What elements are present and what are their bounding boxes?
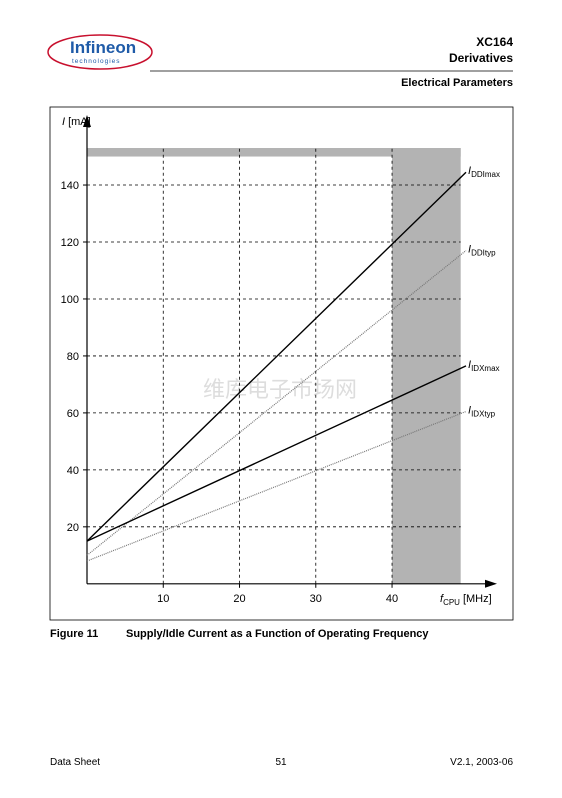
y-tick-label: 120 (61, 237, 79, 249)
y-tick-label: 140 (61, 180, 79, 192)
x-arrow (485, 579, 497, 588)
series-label: IDDItyp (468, 244, 496, 258)
logo-name: Infineon (70, 38, 136, 57)
x-tick-label: 30 (310, 593, 322, 605)
x-axis-label: fCPU [MHz] (440, 593, 492, 607)
footer-right: V2.1, 2003-06 (450, 757, 513, 768)
y-arrow (83, 115, 91, 127)
y-tick-label: 80 (67, 351, 79, 363)
series-sub: DDItyp (471, 249, 496, 258)
series-symbol: I (468, 359, 471, 371)
series-sub: DDImax (471, 170, 500, 179)
subtitle: Derivatives (449, 51, 513, 65)
series-line (86, 171, 467, 542)
chart-frame (49, 106, 514, 621)
x-label-symbol: f (440, 593, 444, 605)
logo-tagline: technologies (72, 58, 121, 65)
caption-text: Supply/Idle Current as a Function of Ope… (126, 628, 429, 640)
series-line (86, 365, 467, 542)
footer-left: Data Sheet (50, 757, 100, 768)
series-symbol: I (468, 244, 471, 256)
shaded-region (392, 148, 461, 584)
watermark: 维库电子市场网 (203, 378, 357, 403)
y-tick-label: 60 (67, 408, 79, 420)
x-label-sub: CPU (443, 598, 460, 607)
shaded-band (87, 148, 461, 157)
y-label-symbol: I (62, 116, 65, 128)
x-tick-label: 10 (157, 593, 169, 605)
logo-swoosh (47, 34, 153, 70)
y-tick-label: 20 (67, 522, 79, 534)
series-symbol: I (468, 404, 471, 416)
caption-number: Figure 11 (50, 628, 98, 640)
x-tick-label: 40 (386, 593, 398, 605)
series-label: IIDXmax (468, 359, 500, 373)
y-label-unit: [mA] (68, 116, 91, 128)
series-sub: IDXtyp (471, 409, 496, 418)
section: Electrical Parameters (401, 77, 513, 89)
series-label: IIDXtyp (468, 404, 496, 418)
y-tick-label: 40 (67, 465, 79, 477)
product: XC164 (476, 35, 513, 49)
y-axis-label: I [mA] (62, 116, 91, 128)
series-symbol: I (468, 165, 471, 177)
x-tick-label: 20 (233, 593, 245, 605)
series-label: IDDImax (468, 165, 500, 179)
footer-page: 51 (275, 757, 287, 768)
series-sub: IDXmax (471, 364, 499, 373)
x-label-unit: [MHz] (463, 593, 492, 605)
y-tick-label: 100 (61, 294, 79, 306)
